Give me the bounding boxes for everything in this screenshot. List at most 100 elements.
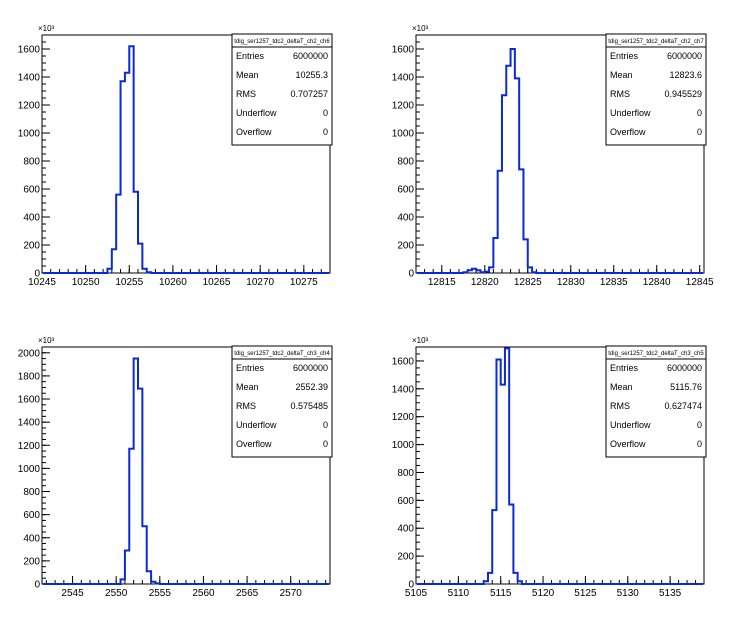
stats-value: 0.707257 bbox=[290, 89, 328, 99]
y-multiplier-label: ×10³ bbox=[412, 336, 429, 345]
x-tick-label: 2565 bbox=[236, 588, 259, 599]
x-tick-label: 5110 bbox=[448, 588, 470, 599]
stats-value: 2552.39 bbox=[295, 382, 328, 392]
x-tick-label: 5115 bbox=[490, 588, 512, 599]
stats-value: 5115.76 bbox=[670, 382, 702, 392]
stats-box bbox=[231, 345, 333, 458]
y-tick-label: 1400 bbox=[18, 418, 41, 429]
y-tick-label: 0 bbox=[34, 580, 40, 591]
stats-value: 6000000 bbox=[667, 51, 702, 61]
x-tick-label: 10260 bbox=[159, 277, 187, 288]
y-tick-label: 400 bbox=[23, 533, 40, 544]
x-tick-label: 2555 bbox=[149, 588, 172, 599]
stats-label: Overflow bbox=[236, 439, 272, 449]
y-tick-label: 1600 bbox=[392, 356, 415, 367]
y-tick-label: 400 bbox=[23, 213, 40, 224]
stats-value: 0.627474 bbox=[664, 401, 702, 411]
stats-value: 12823.6 bbox=[669, 70, 702, 80]
x-tick-label: 5105 bbox=[405, 588, 428, 599]
y-tick-label: 1000 bbox=[392, 440, 415, 451]
y-multiplier-label: ×10³ bbox=[38, 336, 55, 345]
histogram-panel-ch2-ch7: 0 200 400 600 800 1000 1200 1400 1600 12815 12820 1… bbox=[392, 24, 714, 288]
x-tick-label: 10255 bbox=[115, 277, 143, 288]
y-tick-label: 1600 bbox=[18, 45, 41, 56]
x-tick-label: 10265 bbox=[203, 277, 231, 288]
stats-value: 0 bbox=[323, 108, 328, 118]
stats-box bbox=[231, 33, 333, 146]
histogram-line bbox=[417, 347, 703, 585]
y-tick-label: 1200 bbox=[392, 412, 415, 423]
y-tick-label: 600 bbox=[23, 185, 40, 196]
x-tick-label: 12845 bbox=[686, 277, 714, 288]
stats-value: 0 bbox=[697, 127, 702, 137]
y-tick-label: 0 bbox=[34, 269, 40, 280]
stats-value: 0.945529 bbox=[664, 89, 702, 99]
stats-value: 0 bbox=[697, 439, 702, 449]
stats-value: 6000000 bbox=[293, 51, 328, 61]
stats-title: tdig_ser1257_tdc2_deltaT_ch3_ch4 bbox=[234, 351, 330, 357]
stats-label: Underflow bbox=[610, 420, 651, 430]
stats-label: Underflow bbox=[236, 108, 277, 118]
stats-label: Entries bbox=[610, 51, 639, 61]
stats-box bbox=[605, 33, 707, 146]
x-tick-label: 12830 bbox=[557, 277, 585, 288]
stats-value: 0 bbox=[697, 420, 702, 430]
y-tick-label: 1400 bbox=[392, 73, 415, 84]
x-tick-label: 12825 bbox=[514, 277, 542, 288]
x-tick-label: 2570 bbox=[280, 588, 303, 599]
x-tick-label: 5120 bbox=[532, 588, 555, 599]
x-tick-label: 10250 bbox=[72, 277, 100, 288]
y-tick-label: 0 bbox=[408, 269, 414, 280]
y-tick-label: 200 bbox=[397, 241, 414, 252]
x-tick-label: 12815 bbox=[428, 277, 456, 288]
y-tick-label: 2000 bbox=[18, 348, 41, 359]
stats-value: 0 bbox=[323, 127, 328, 137]
x-tick-label: 5135 bbox=[659, 588, 682, 599]
x-tick-label: 2560 bbox=[192, 588, 215, 599]
y-tick-label: 800 bbox=[397, 157, 414, 168]
y-tick-label: 1200 bbox=[392, 101, 415, 112]
x-tick-label: 10270 bbox=[246, 277, 274, 288]
x-tick-label: 12835 bbox=[600, 277, 628, 288]
stats-value: 6000000 bbox=[293, 363, 328, 373]
y-multiplier-label: ×10³ bbox=[38, 24, 55, 33]
stats-label: RMS bbox=[236, 89, 256, 99]
histogram-line bbox=[43, 45, 329, 274]
stats-label: Entries bbox=[236, 51, 265, 61]
histogram-line bbox=[43, 357, 329, 585]
x-tick-label: 2545 bbox=[61, 588, 84, 599]
y-tick-label: 1000 bbox=[18, 464, 41, 475]
stats-value: 6000000 bbox=[667, 363, 702, 373]
x-tick-label: 12840 bbox=[643, 277, 671, 288]
stats-label: Mean bbox=[236, 70, 259, 80]
stats-label: Underflow bbox=[236, 420, 277, 430]
x-tick-label: 5130 bbox=[617, 588, 640, 599]
stats-label: Overflow bbox=[236, 127, 272, 137]
stats-label: RMS bbox=[610, 401, 630, 411]
stats-label: Underflow bbox=[610, 108, 651, 118]
y-tick-label: 1000 bbox=[18, 129, 41, 140]
y-tick-label: 1600 bbox=[18, 395, 41, 406]
x-tick-label: 2550 bbox=[105, 588, 128, 599]
y-tick-label: 200 bbox=[23, 241, 40, 252]
stats-title: tdig_ser1257_tdc2_deltaT_ch3_ch5 bbox=[608, 351, 704, 357]
stats-box bbox=[605, 345, 707, 458]
x-tick-label: 10275 bbox=[290, 277, 318, 288]
y-tick-label: 200 bbox=[23, 556, 40, 567]
y-tick-label: 200 bbox=[397, 552, 414, 563]
histogram-panel-ch3-ch4: 0 200 400 600 800 1000 1200 1400 1600 1800 2000 254… bbox=[18, 336, 333, 599]
y-tick-label: 800 bbox=[23, 487, 40, 498]
stats-label: Overflow bbox=[610, 439, 646, 449]
y-tick-label: 600 bbox=[397, 185, 414, 196]
y-tick-label: 1000 bbox=[392, 129, 415, 140]
y-tick-label: 1800 bbox=[18, 371, 41, 382]
stats-label: Mean bbox=[610, 70, 633, 80]
y-tick-label: 1200 bbox=[18, 441, 41, 452]
stats-label: Overflow bbox=[610, 127, 646, 137]
y-multiplier-label: ×10³ bbox=[412, 24, 429, 33]
y-tick-label: 1400 bbox=[392, 384, 415, 395]
stats-label: RMS bbox=[236, 401, 256, 411]
stats-label: Entries bbox=[610, 363, 639, 373]
y-tick-label: 1600 bbox=[392, 45, 415, 56]
